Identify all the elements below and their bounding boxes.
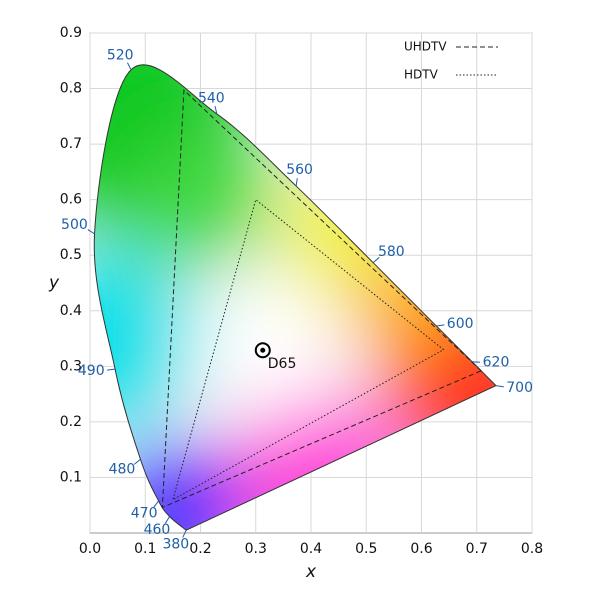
wavelength-label: 490 xyxy=(78,363,105,379)
wavelength-label: 580 xyxy=(378,244,405,260)
x-tick-label: 0.7 xyxy=(466,541,488,557)
x-tick-label: 0.2 xyxy=(189,541,211,557)
wavelength-label: 460 xyxy=(144,522,171,538)
wavelength-tick xyxy=(436,324,445,327)
y-tick-label: 0.8 xyxy=(60,81,82,97)
wavelength-tick xyxy=(214,106,218,115)
wavelength-tick xyxy=(495,385,504,388)
wavelength-label: 620 xyxy=(483,355,510,371)
y-tick-label: 0.5 xyxy=(60,247,82,263)
white-point-label: D65 xyxy=(268,356,297,372)
wavelength-label: 700 xyxy=(506,380,533,396)
plot: 0.0 0.1 0.2 0.3 0.4 0.5 0.6 0.7 0.8 0.1 0.2 0.3 0.4 0… xyxy=(60,25,543,557)
x-tick-label: 0.0 xyxy=(79,541,101,557)
x-tick-label: 0.4 xyxy=(300,541,322,557)
wavelength-tick xyxy=(164,516,170,524)
y-axis-label: y xyxy=(48,273,60,293)
gamut-triangle xyxy=(161,89,483,509)
wavelength-tick xyxy=(153,500,159,508)
spectral-locus xyxy=(93,64,497,531)
x-axis-label: x xyxy=(305,562,317,582)
x-tick-label: 0.3 xyxy=(245,541,267,557)
y-tick-label: 0.6 xyxy=(60,192,82,208)
legend-label: HDTV xyxy=(404,68,439,82)
wavelength-tick xyxy=(372,257,380,264)
wavelength-tick xyxy=(107,368,116,371)
white-point-ring xyxy=(254,342,271,359)
y-tick-label: 0.7 xyxy=(60,136,82,152)
wavelength-label: 480 xyxy=(109,462,136,478)
wavelength-label: 560 xyxy=(286,162,313,178)
wavelength-label: 540 xyxy=(198,90,225,106)
wavelength-label: 520 xyxy=(107,47,134,63)
wavelength-label: 470 xyxy=(131,506,158,522)
y-tick-label: 0.1 xyxy=(60,469,82,485)
x-tick-label: 0.8 xyxy=(521,541,543,557)
wavelength-tick xyxy=(182,530,187,538)
y-tick-label: 0.2 xyxy=(60,414,82,430)
wavelength-tick xyxy=(87,229,95,235)
x-tick-label: 0.1 xyxy=(134,541,156,557)
x-tick-label: 0.5 xyxy=(355,541,377,557)
y-tick-label: 0.9 xyxy=(60,25,82,41)
y-tick-label: 0.4 xyxy=(60,303,82,319)
wavelength-label: 380 xyxy=(162,537,189,553)
y-tick-label: 0.3 xyxy=(60,358,82,374)
gamut-triangle xyxy=(172,198,445,501)
wavelength-tick xyxy=(295,178,298,187)
x-tick-label: 0.6 xyxy=(410,541,432,557)
white-point xyxy=(260,347,266,353)
wavelength-tick xyxy=(126,62,132,71)
wavelength-label: 500 xyxy=(61,217,88,233)
legend-label: UHDTV xyxy=(404,40,447,54)
wavelength-tick xyxy=(133,458,141,465)
wavelength-label: 600 xyxy=(447,316,474,332)
